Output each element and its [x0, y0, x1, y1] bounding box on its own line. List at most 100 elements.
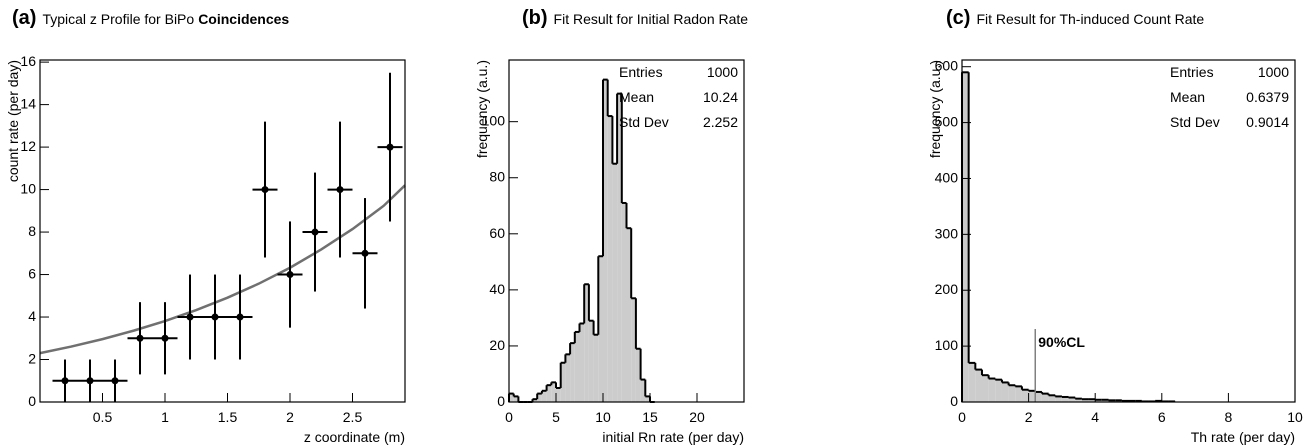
- title-text: Fit Result for Initial Radon Rate: [554, 11, 749, 27]
- hist-bar: [593, 334, 599, 402]
- y-tick-label: 2: [28, 351, 36, 367]
- x-axis-label: z coordinate (m): [304, 429, 405, 445]
- x-tick-label: 8: [1225, 409, 1233, 425]
- hist-bar: [645, 396, 650, 402]
- y-tick-label: 100: [482, 113, 506, 129]
- x-tick-label: 0: [958, 409, 966, 425]
- hist-bar: [640, 379, 646, 402]
- hist-bar: [588, 320, 594, 402]
- title-text: Typical z Profile for BiPo: [42, 11, 194, 27]
- y-tick-label: 200: [935, 281, 959, 297]
- data-point: [186, 313, 194, 321]
- hist-bar: [626, 228, 632, 402]
- y-axis-label: count rate (per day): [5, 60, 21, 182]
- data-point: [211, 313, 219, 321]
- hist-bar: [1101, 399, 1109, 402]
- hist-bar: [1015, 386, 1022, 402]
- hist-bar: [551, 382, 556, 402]
- x-axis-label: initial Rn rate (per day): [602, 429, 744, 445]
- hist-bar: [1041, 393, 1049, 402]
- y-tick-label: 0: [497, 393, 505, 409]
- hist-bar: [1081, 399, 1089, 402]
- plot-frame: [508, 59, 745, 403]
- hist-bar: [995, 379, 1002, 402]
- y-tick-label: 80: [489, 169, 505, 185]
- hist-bar: [513, 396, 519, 402]
- data-point: [336, 186, 344, 194]
- hist-bar: [1028, 390, 1036, 402]
- data-point: [136, 334, 144, 342]
- hist-bar: [1088, 399, 1096, 402]
- y-tick-label: 6: [28, 266, 36, 282]
- plot-frame: [961, 59, 1296, 403]
- y-tick-label: 20: [489, 337, 505, 353]
- stats-value: 10.24: [703, 89, 738, 105]
- hist-bar: [570, 343, 575, 402]
- x-tick-label: 6: [1158, 409, 1166, 425]
- hist-bar: [574, 331, 580, 402]
- data-point: [311, 228, 319, 236]
- y-tick-label: 60: [489, 225, 505, 241]
- data-point: [111, 377, 119, 385]
- hist-bar: [975, 369, 982, 402]
- stats-label: Entries: [619, 64, 663, 80]
- hist-bar: [584, 284, 589, 402]
- y-tick-label: 8: [28, 223, 36, 239]
- hist-bar: [1095, 399, 1102, 402]
- stats-label: Mean: [1170, 89, 1205, 105]
- stats-label: Std Dev: [619, 114, 669, 130]
- hist-bar: [1068, 397, 1076, 402]
- stats-label: Mean: [619, 89, 654, 105]
- x-tick-label: 0: [505, 409, 513, 425]
- hist-bar: [1048, 395, 1056, 402]
- hist-bar: [556, 387, 561, 402]
- y-tick-label: 40: [489, 281, 505, 297]
- y-tick-label: 4: [28, 308, 36, 324]
- hist-bar: [962, 72, 969, 402]
- hist-bar: [631, 298, 636, 402]
- x-tick-label: 2: [1025, 409, 1033, 425]
- y-tick-label: 500: [935, 114, 959, 130]
- x-tick-label: 1: [161, 409, 169, 425]
- x-tick-label: 1.5: [218, 409, 238, 425]
- x-tick-label: 15: [642, 409, 658, 425]
- hist-bar: [565, 354, 571, 402]
- x-tick-label: 5: [552, 409, 560, 425]
- x-tick-label: 10: [1287, 409, 1303, 425]
- x-tick-label: 2.5: [343, 409, 363, 425]
- y-tick-label: 10: [20, 181, 36, 197]
- hist-bar: [1055, 396, 1062, 402]
- panel-title: (a) Typical z Profile for BiPo Coincidence…: [12, 7, 289, 29]
- panel-title: (c) Fit Result for Th-induced Count Rate: [946, 7, 1204, 29]
- y-tick-label: 400: [935, 169, 959, 185]
- x-tick-label: 0.5: [93, 409, 113, 425]
- hist-bar: [509, 393, 514, 402]
- panel-label: (c): [946, 7, 970, 29]
- y-tick-label: 300: [935, 225, 959, 241]
- x-tick-label: 20: [689, 409, 705, 425]
- stats-value: 0.9014: [1246, 114, 1289, 130]
- data-point: [286, 271, 294, 279]
- data-point: [261, 186, 269, 194]
- panel-title: (b) Fit Result for Initial Radon Rate: [522, 7, 748, 29]
- panel-label: (b): [522, 7, 548, 29]
- stats-value: 0.6379: [1246, 89, 1289, 105]
- hist-bar: [1021, 389, 1029, 402]
- data-point: [86, 377, 94, 385]
- cl-label: 90%CL: [1038, 334, 1085, 350]
- y-tick-label: 100: [935, 337, 959, 353]
- hist-bar: [968, 362, 976, 402]
- y-axis-label: frequency (a.u.): [927, 60, 943, 158]
- hist-bar: [1075, 398, 1082, 402]
- x-tick-label: 2: [286, 409, 294, 425]
- title-emphasis: Coincidences: [198, 11, 289, 27]
- y-tick-label: 0: [28, 393, 36, 409]
- stats-label: Std Dev: [1170, 114, 1220, 130]
- y-tick-label: 14: [20, 96, 36, 112]
- hist-bar: [1001, 382, 1009, 402]
- data-point: [236, 313, 244, 321]
- x-axis-label: Th rate (per day): [1191, 429, 1295, 445]
- y-tick-label: 16: [20, 53, 36, 69]
- stats-value: 1000: [707, 64, 738, 80]
